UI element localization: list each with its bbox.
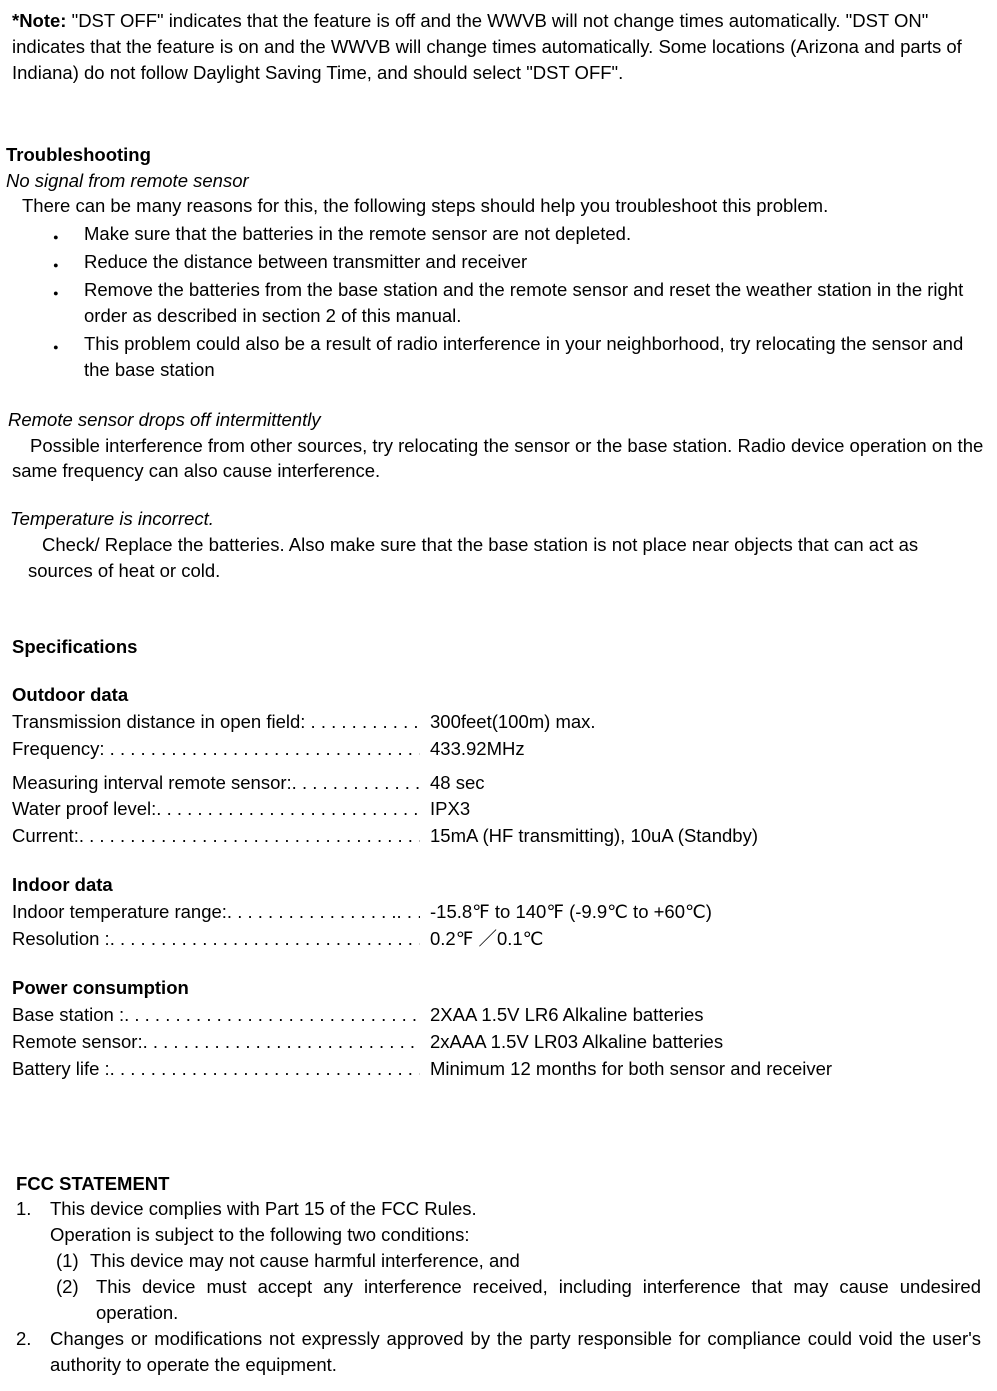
list-item: Remove the batteries from the base stati… [66, 277, 991, 329]
spec-value: 300feet(100m) max. [420, 709, 985, 735]
troubleshooting-title: Troubleshooting [6, 142, 991, 168]
note-text: "DST OFF" indicates that the feature is … [12, 10, 962, 83]
trouble-s2-heading: Remote sensor drops off intermittently [8, 407, 991, 433]
spec-label: Resolution :. . . . . . . . . . . . . . … [12, 926, 420, 952]
spec-value: Minimum 12 months for both sensor and re… [420, 1056, 985, 1082]
spec-value: 2xAAA 1.5V LR03 Alkaline batteries [420, 1029, 985, 1055]
spec-label: Frequency: . . . . . . . . . . . . . . .… [12, 736, 420, 762]
spec-row: Frequency: . . . . . . . . . . . . . . .… [12, 736, 985, 762]
fcc-num-2: 2. [16, 1326, 50, 1378]
list-item: This problem could also be a result of r… [66, 331, 991, 383]
fcc-sub2-body: This device must accept any interference… [90, 1274, 981, 1326]
fcc-sub2-num: (2) [56, 1274, 90, 1326]
trouble-s1-intro: There can be many reasons for this, the … [6, 193, 991, 219]
spec-row: Water proof level:. . . . . . . . . . . … [12, 796, 985, 822]
spec-label: Base station :. . . . . . . . . . . . . … [12, 1002, 420, 1028]
fcc-title: FCC STATEMENT [16, 1171, 991, 1197]
spec-label: Battery life :. . . . . . . . . . . . . … [12, 1056, 420, 1082]
spec-group-heading: Power consumption [12, 975, 991, 1001]
spec-label: Current:. . . . . . . . . . . . . . . . … [12, 823, 420, 849]
fcc-item2-body: Changes or modifications not expressly a… [50, 1326, 981, 1378]
spec-label: Transmission distance in open field: . .… [12, 709, 420, 735]
spec-row: Remote sensor:. . . . . . . . . . . . . … [12, 1029, 985, 1055]
fcc-sub1-body: This device may not cause harmful interf… [90, 1248, 981, 1274]
fcc-item1-line1: This device complies with Part 15 of the… [50, 1196, 981, 1222]
spec-row: Measuring interval remote sensor:. . . .… [12, 770, 985, 796]
spec-row: Current:. . . . . . . . . . . . . . . . … [12, 823, 985, 849]
fcc-item1-line2: Operation is subject to the following tw… [50, 1222, 981, 1248]
spec-label: Remote sensor:. . . . . . . . . . . . . … [12, 1029, 420, 1055]
spec-group-heading: Outdoor data [12, 682, 991, 708]
spec-row: Battery life :. . . . . . . . . . . . . … [12, 1056, 985, 1082]
trouble-s3-heading: Temperature is incorrect. [10, 506, 991, 532]
trouble-s3-body: Check/ Replace the batteries. Also make … [28, 532, 985, 584]
spec-value: 433.92MHz [420, 736, 985, 762]
spec-label: Indoor temperature range:. . . . . . . .… [12, 899, 420, 925]
spec-value: 0.2℉ ／0.1℃ [420, 926, 985, 952]
spec-value: -15.8℉ to 140℉ (-9.9℃ to +60℃) [420, 899, 985, 925]
spec-row: Resolution :. . . . . . . . . . . . . . … [12, 926, 985, 952]
spec-group-heading: Indoor data [12, 872, 991, 898]
fcc-num-1: 1. [16, 1196, 50, 1325]
fcc-sub1-num: (1) [56, 1248, 90, 1274]
spec-row: Transmission distance in open field: . .… [12, 709, 985, 735]
spec-value: 48 sec [420, 770, 985, 796]
fcc-item-1: 1. This device complies with Part 15 of … [16, 1196, 981, 1325]
specs-title: Specifications [12, 634, 991, 660]
note-label: *Note: [12, 10, 66, 31]
spec-label: Water proof level:. . . . . . . . . . . … [12, 796, 420, 822]
spec-value: IPX3 [420, 796, 985, 822]
fcc-item-2: 2. Changes or modifications not expressl… [16, 1326, 981, 1378]
spec-label: Measuring interval remote sensor:. . . .… [12, 770, 420, 796]
list-item: Reduce the distance between transmitter … [66, 249, 991, 275]
trouble-s1-heading: No signal from remote sensor [6, 168, 991, 194]
spec-row: Base station :. . . . . . . . . . . . . … [12, 1002, 985, 1028]
list-item: Make sure that the batteries in the remo… [66, 221, 991, 247]
spec-value: 15mA (HF transmitting), 10uA (Standby) [420, 823, 985, 849]
trouble-s2-body: Possible interference from other sources… [12, 433, 985, 485]
note-paragraph: *Note: "DST OFF" indicates that the feat… [12, 8, 985, 86]
spec-row: Indoor temperature range:. . . . . . . .… [12, 899, 985, 925]
trouble-s1-list: Make sure that the batteries in the remo… [6, 221, 991, 382]
spec-value: 2XAA 1.5V LR6 Alkaline batteries [420, 1002, 985, 1028]
